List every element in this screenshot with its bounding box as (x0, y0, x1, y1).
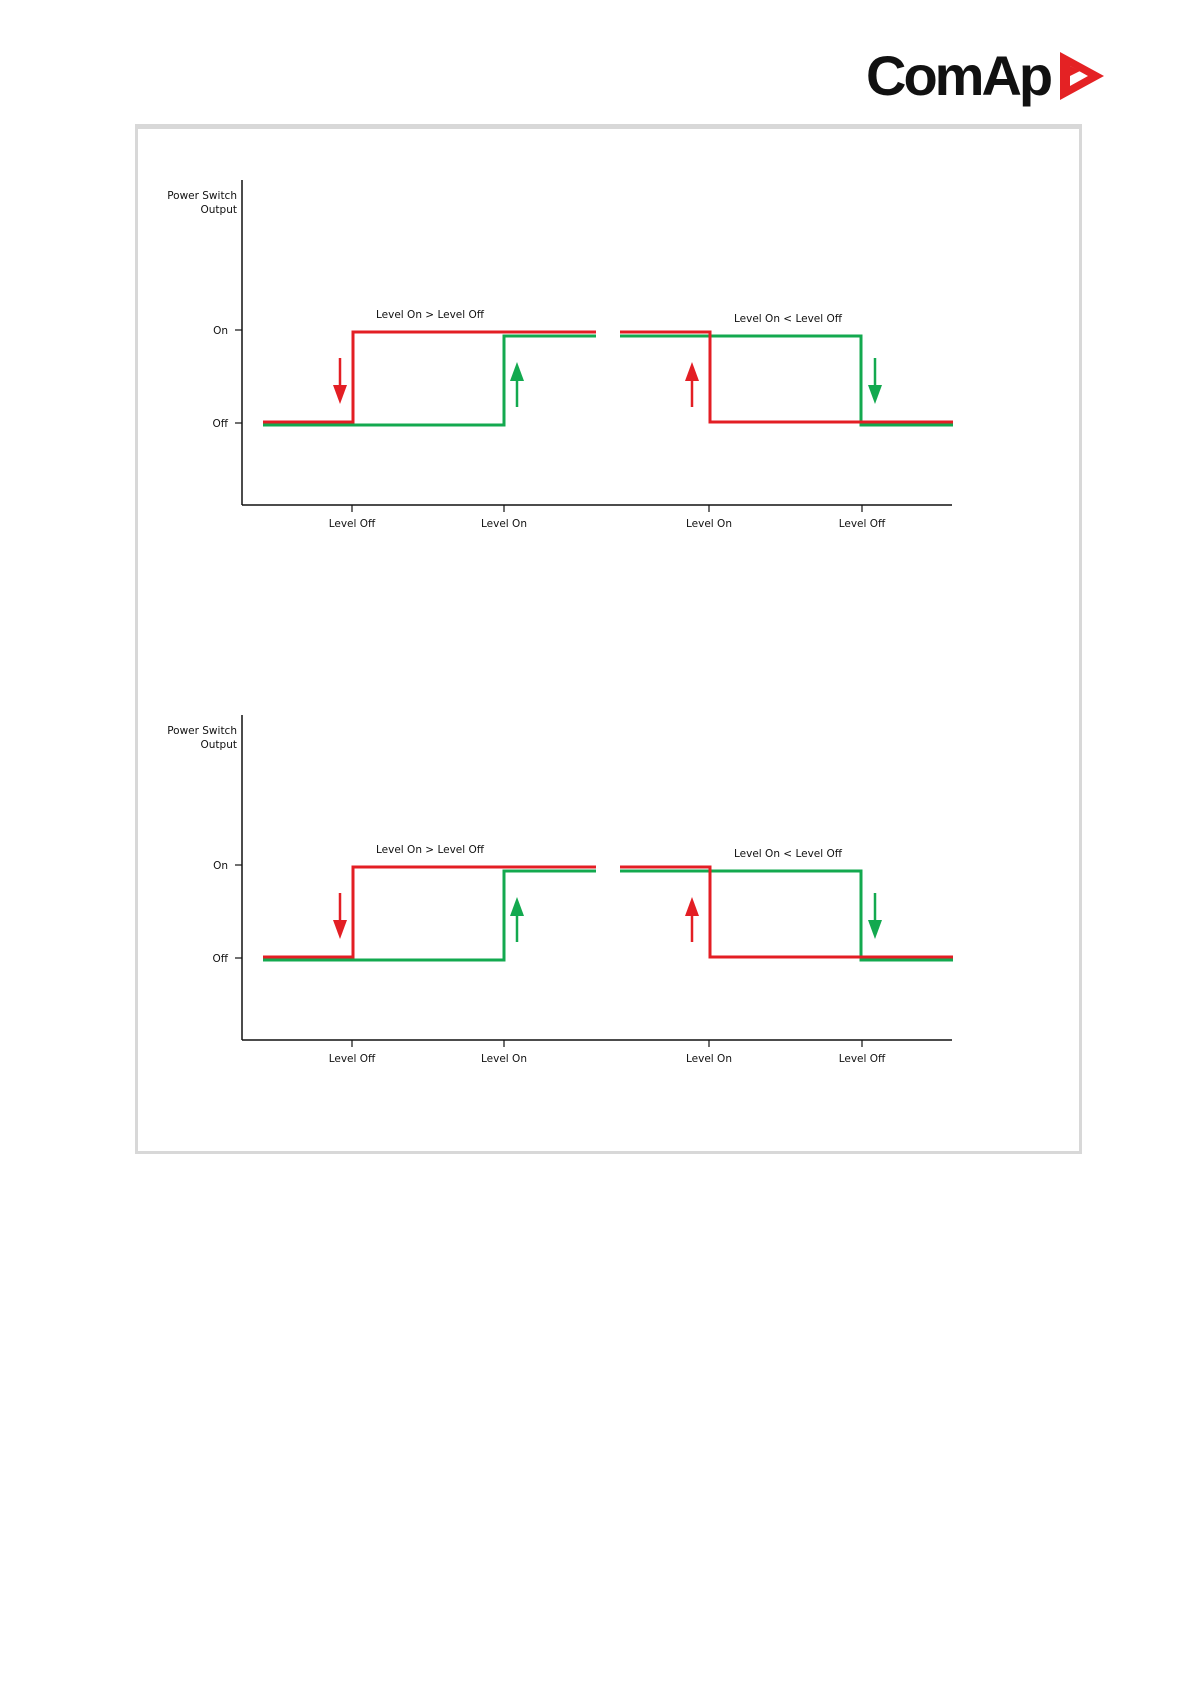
x-tick-label-left-level-on: Level On (481, 1053, 527, 1065)
x-tick-label-right-level-off: Level Off (839, 518, 886, 530)
green-up-arrow-icon (510, 362, 524, 407)
y-axis-title-line-1: Power Switch (167, 190, 237, 202)
y-tick-label-off: Off (213, 953, 229, 965)
left-green-trace (263, 869, 596, 962)
y-axis-title-line-2: Output (201, 739, 237, 751)
right-panel-title: Level On < Level Off (734, 848, 843, 860)
red-up-arrow-icon (685, 897, 699, 942)
hysteresis-diagram-2: Power Switch Output On Off Level Off Lev… (167, 715, 953, 1065)
green-down-arrow-icon (868, 893, 882, 939)
left-panel-title: Level On > Level Off (376, 844, 485, 856)
comap-logo: ComAp (866, 44, 1116, 108)
logo-play-arrow-icon (1060, 52, 1104, 100)
red-down-arrow-icon (333, 358, 347, 404)
y-tick-label-on: On (213, 325, 228, 337)
figure-frame (135, 124, 1082, 1154)
red-down-arrow-icon (333, 893, 347, 939)
right-red-trace (620, 865, 953, 959)
y-axis-title-line-2: Output (201, 204, 237, 216)
y-tick-label-on: On (213, 860, 228, 872)
right-green-trace (620, 334, 953, 427)
hysteresis-diagram-1: Power Switch Output On Off Level Off Lev… (167, 180, 953, 530)
right-panel-title: Level On < Level Off (734, 313, 843, 325)
y-axis-title-line-1: Power Switch (167, 725, 237, 737)
left-green-trace (263, 334, 596, 427)
right-green-trace (620, 869, 953, 962)
y-tick-label-off: Off (213, 418, 229, 430)
left-red-trace (263, 865, 596, 959)
x-tick-label-left-level-on: Level On (481, 518, 527, 530)
green-down-arrow-icon (868, 358, 882, 404)
logo-wordmark: ComAp (866, 44, 1053, 107)
x-tick-label-right-level-on: Level On (686, 1053, 732, 1065)
x-tick-label-right-level-on: Level On (686, 518, 732, 530)
left-red-trace (263, 330, 596, 424)
x-tick-label-left-level-off: Level Off (329, 1053, 376, 1065)
red-up-arrow-icon (685, 362, 699, 407)
right-red-trace (620, 330, 953, 424)
green-up-arrow-icon (510, 897, 524, 942)
x-tick-label-right-level-off: Level Off (839, 1053, 886, 1065)
left-panel-title: Level On > Level Off (376, 309, 485, 321)
x-tick-label-left-level-off: Level Off (329, 518, 376, 530)
